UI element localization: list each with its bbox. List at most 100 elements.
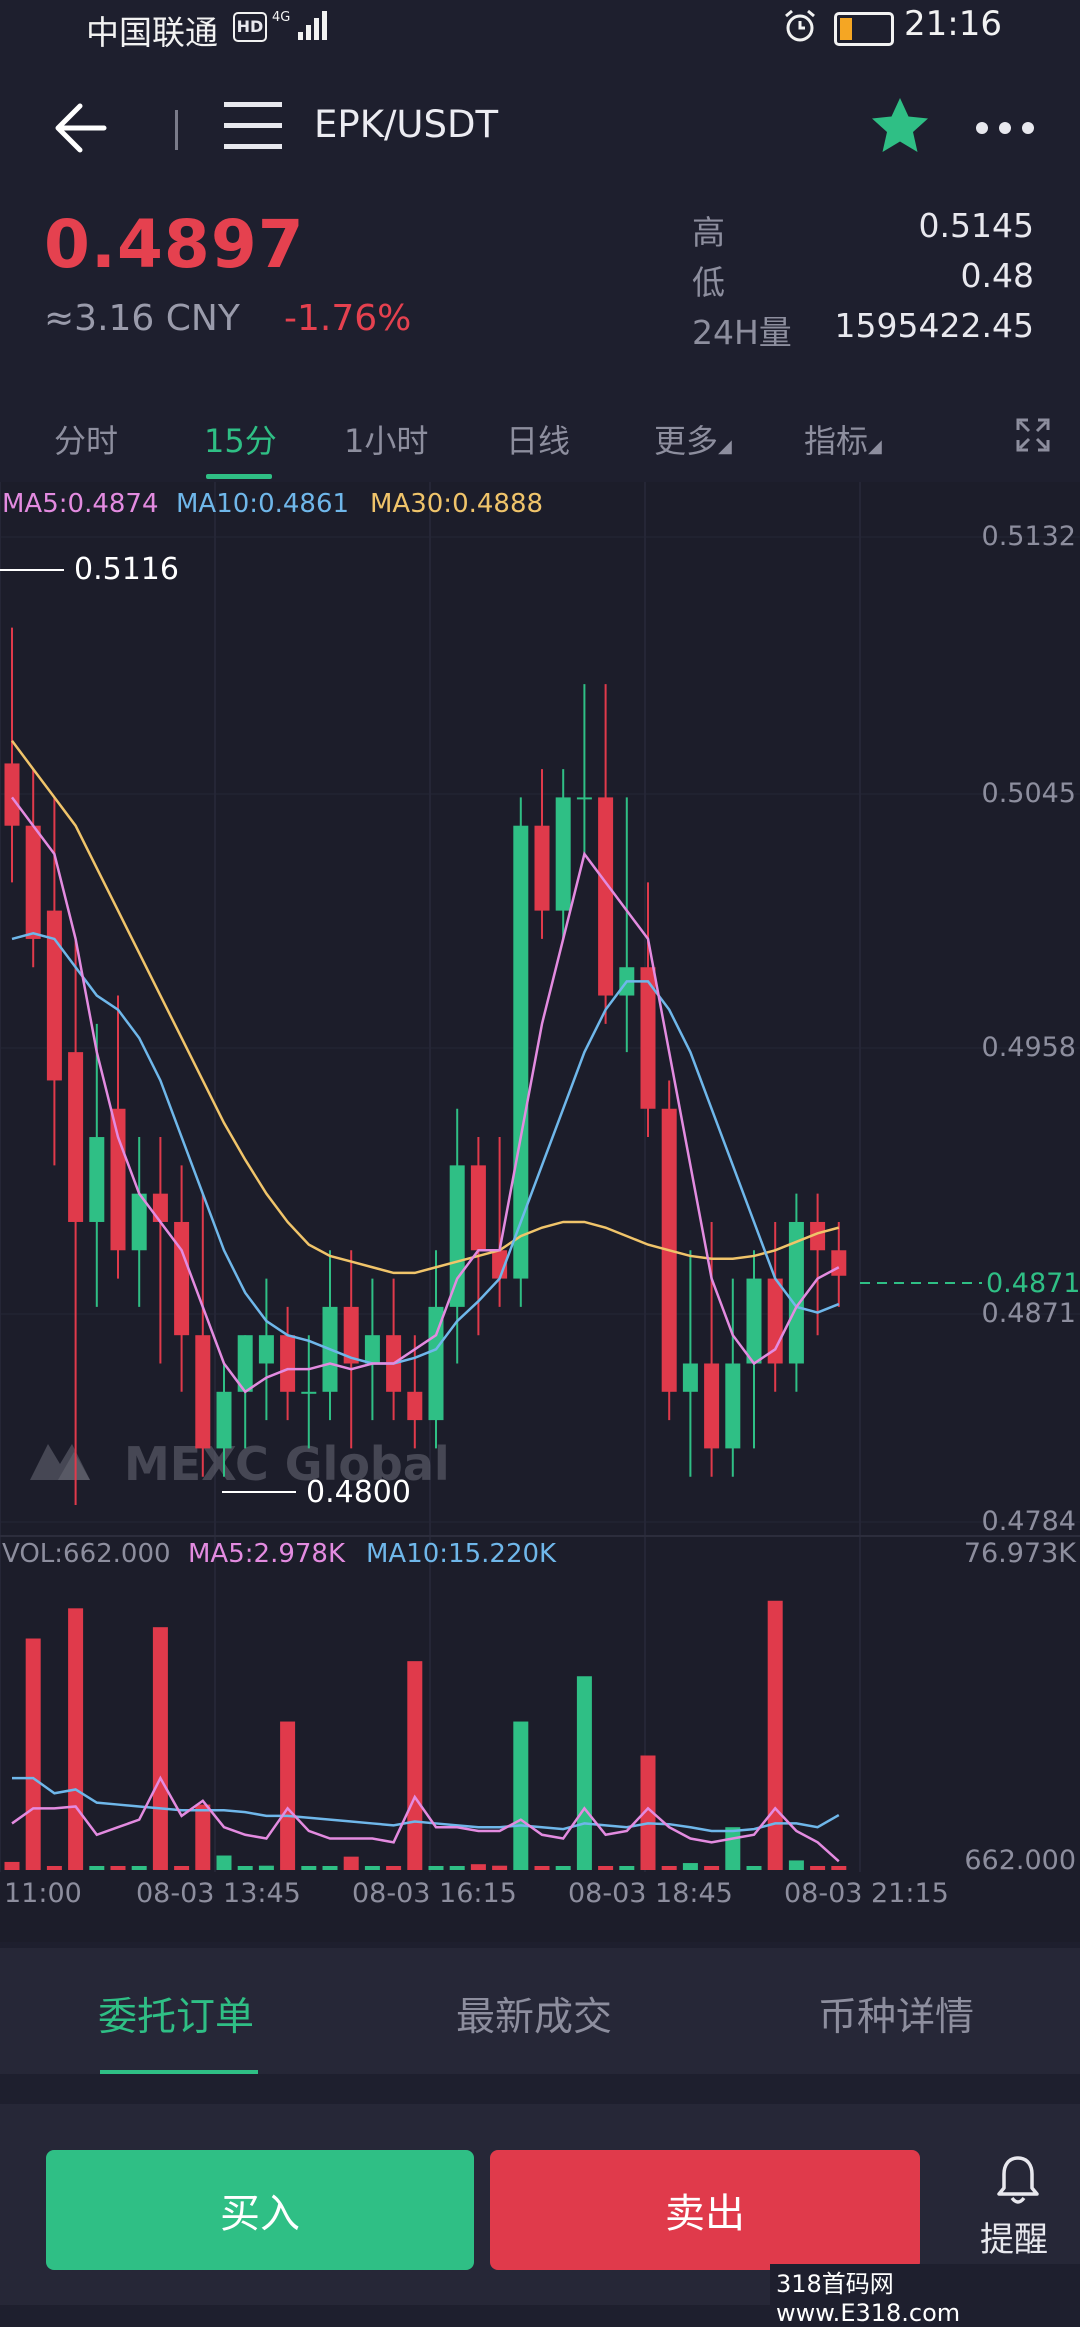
low-label: 低 xyxy=(692,263,725,302)
candle xyxy=(619,797,635,1053)
buy-button[interactable]: 买入 xyxy=(46,2150,474,2270)
candle xyxy=(301,1335,317,1449)
volume-bar xyxy=(534,1866,550,1870)
trading-pair-title[interactable]: EPK/USDT xyxy=(314,103,499,146)
time-axis-label: 08-03 13:45 xyxy=(136,1878,301,1909)
last-price: 0.4897 xyxy=(44,206,305,283)
high-value: 0.5145 xyxy=(918,206,1034,245)
candle xyxy=(704,1221,720,1477)
tab-15min[interactable]: 15分 xyxy=(204,422,277,460)
candle-body xyxy=(470,1165,486,1251)
tab-1hour[interactable]: 1小时 xyxy=(344,422,429,460)
vol-ma5-legend: MA5:2.978K xyxy=(188,1539,346,1569)
network-type: 4G xyxy=(272,10,290,25)
dropdown-triangle-icon: ◢ xyxy=(718,436,732,457)
candle xyxy=(4,627,20,883)
volume-bar xyxy=(704,1866,720,1870)
volume-bar xyxy=(25,1638,41,1870)
candle xyxy=(25,769,41,968)
low-value: 0.48 xyxy=(960,256,1034,295)
volume-bar xyxy=(322,1866,338,1870)
candle xyxy=(449,1108,465,1364)
more-options-icon[interactable] xyxy=(974,120,1036,136)
menu-icon[interactable] xyxy=(224,100,282,152)
sell-button[interactable]: 卖出 xyxy=(490,2150,920,2270)
tab-coin-details[interactable]: 币种详情 xyxy=(818,1995,975,2040)
volume-bar xyxy=(343,1856,359,1870)
candle xyxy=(682,1250,698,1477)
candle-body xyxy=(4,763,20,826)
kline-chart-area[interactable] xyxy=(0,482,1080,1942)
hd-badge: HD xyxy=(233,12,267,42)
tab-latest-trades[interactable]: 最新成交 xyxy=(456,1995,613,2040)
low-marker-label: 0.4800 xyxy=(306,1475,411,1510)
tab-indicators[interactable]: 指标◢ xyxy=(804,416,882,462)
volume-bar xyxy=(598,1866,614,1870)
order-tabs: 委托订单 最新成交 币种详情 xyxy=(0,1948,1080,2075)
clock: 21:16 xyxy=(904,4,1002,44)
time-axis-label: 08-03 18:45 xyxy=(568,1878,733,1909)
candle xyxy=(258,1278,274,1421)
volume-bar xyxy=(576,1676,592,1870)
candle xyxy=(343,1250,359,1449)
candle xyxy=(725,1278,741,1477)
candle xyxy=(576,684,592,855)
candle-body xyxy=(89,1137,105,1222)
candle-body xyxy=(343,1306,359,1364)
candle-body xyxy=(131,1193,147,1251)
volume-bar xyxy=(386,1866,402,1870)
candle xyxy=(534,769,550,939)
fullscreen-icon[interactable] xyxy=(1016,418,1050,452)
volume-bar xyxy=(364,1866,380,1870)
candle-body xyxy=(598,797,614,996)
candle-body xyxy=(280,1335,296,1392)
tab-more-label: 更多 xyxy=(654,422,719,460)
candle-body xyxy=(46,910,62,1081)
volume-value: 1595422.45 xyxy=(834,306,1034,345)
vol-axis-bottom: 662.000 xyxy=(964,1845,1076,1876)
volume-bar xyxy=(470,1864,486,1870)
candle-body xyxy=(216,1391,232,1449)
time-axis-label: 11:00 xyxy=(4,1878,82,1909)
volume-bar xyxy=(810,1866,826,1870)
favorite-star-icon[interactable] xyxy=(868,94,932,158)
kline-chart[interactable]: MA5:0.4874 MA10:0.4861 MA30:0.4888 MEXC … xyxy=(0,482,1080,1942)
candle xyxy=(513,797,529,1307)
ma10-line xyxy=(11,931,840,1365)
tab-daily[interactable]: 日线 xyxy=(506,422,571,460)
candle-body xyxy=(174,1221,190,1336)
volume-bar xyxy=(619,1866,635,1870)
candle-body xyxy=(576,797,592,800)
back-arrow-icon[interactable] xyxy=(50,98,110,158)
candle-body xyxy=(534,825,550,911)
candle-body xyxy=(237,1335,253,1392)
volume-bar xyxy=(280,1721,296,1870)
volume-bar xyxy=(449,1866,465,1870)
candle xyxy=(89,1023,105,1307)
high-label: 高 xyxy=(692,213,725,252)
bell-icon[interactable] xyxy=(996,2154,1040,2206)
candle xyxy=(364,1278,380,1421)
candle-body xyxy=(682,1363,698,1392)
volume-bar xyxy=(746,1866,762,1870)
volume-bar xyxy=(195,1804,211,1870)
tab-more[interactable]: 更多◢ xyxy=(654,416,732,462)
brand-watermark-text: MEXC Global xyxy=(124,1437,450,1491)
remind-label[interactable]: 提醒 xyxy=(980,2220,1048,2260)
volume-bar xyxy=(131,1866,147,1870)
tab-open-orders[interactable]: 委托订单 xyxy=(98,1995,255,2040)
candle xyxy=(68,938,84,1506)
ma5-line xyxy=(10,796,840,1394)
spacer xyxy=(0,2074,1080,2104)
candle-body xyxy=(258,1335,274,1364)
candle xyxy=(216,1363,232,1477)
last-price-tag: 0.4871 xyxy=(986,1268,1080,1299)
volume-bar xyxy=(301,1866,317,1870)
candle-body xyxy=(364,1335,380,1364)
candle-body xyxy=(810,1221,826,1251)
signal-icon: 4G xyxy=(272,10,327,40)
tab-timeshare[interactable]: 分时 xyxy=(54,422,119,460)
candle-body xyxy=(746,1278,762,1364)
candle-body xyxy=(110,1108,126,1251)
price-axis-label: 0.5045 xyxy=(982,778,1076,809)
